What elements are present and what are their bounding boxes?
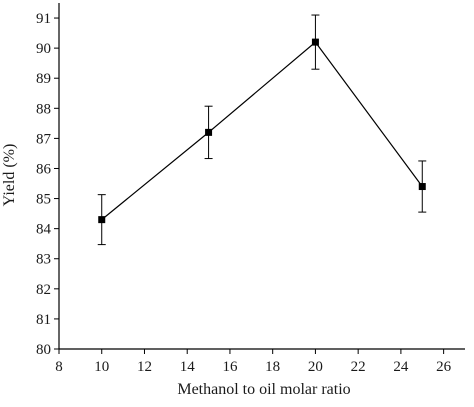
y-tick-label-88: 88	[36, 101, 51, 117]
x-tick-label-20: 20	[308, 359, 323, 375]
x-tick-label-24: 24	[393, 359, 409, 375]
data-point-25	[418, 183, 426, 191]
y-tick-label-84: 84	[36, 222, 52, 238]
y-tick-label-86: 86	[36, 161, 52, 177]
y-tick-label-81: 81	[36, 312, 51, 328]
y-axis-label: Yield (%)	[1, 144, 18, 207]
x-tick-label-14: 14	[180, 359, 196, 375]
y-tick-label-82: 82	[36, 282, 51, 298]
x-tick-label-26: 26	[436, 359, 452, 375]
data-point-15	[205, 128, 213, 136]
data-point-10	[98, 216, 106, 224]
x-tick-label-22: 22	[351, 359, 366, 375]
x-tick-label-10: 10	[94, 359, 109, 375]
x-tick-label-12: 12	[137, 359, 152, 375]
data-series	[97, 14, 427, 246]
y-tick-label-90: 90	[36, 41, 51, 57]
y-tick-label-85: 85	[36, 192, 51, 208]
y-tick-label-80: 80	[36, 342, 51, 358]
y-tick-label-89: 89	[36, 71, 51, 87]
y-tick-label-87: 87	[36, 131, 52, 147]
y-tick-label-83: 83	[36, 252, 51, 268]
x-tick-label-18: 18	[265, 359, 280, 375]
series-line-0	[101, 41, 423, 221]
data-point-20	[311, 38, 319, 46]
x-tick-label-16: 16	[222, 359, 238, 375]
x-tick-label-8: 8	[55, 359, 63, 375]
axes	[58, 3, 465, 350]
x-axis-label: Methanol to oil molar ratio	[177, 381, 350, 398]
ticks: 80 81 82 83 84 85 86 87 88 89 90 91 8 10 12 14 16 18 20 22 2…	[36, 11, 452, 375]
y-tick-label-91: 91	[36, 11, 51, 27]
